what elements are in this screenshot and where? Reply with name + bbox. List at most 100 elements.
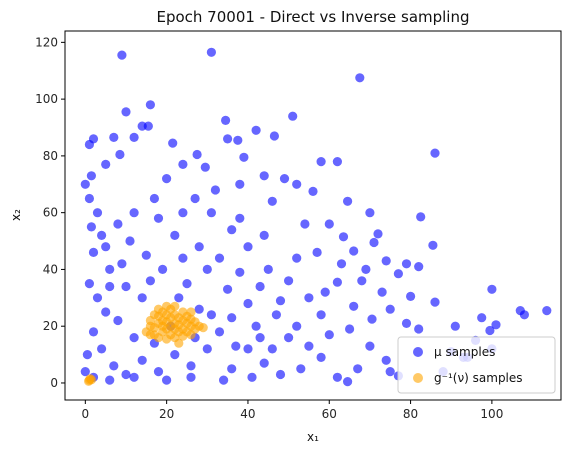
data-point — [105, 281, 115, 292]
data-point — [174, 293, 184, 303]
data-point — [88, 247, 99, 257]
data-point — [292, 179, 302, 189]
data-point — [219, 375, 229, 385]
y-axis-label: x₂ — [9, 209, 23, 221]
data-point — [82, 350, 92, 360]
x-tick-label: 100 — [480, 407, 503, 421]
data-point — [186, 361, 196, 371]
data-point — [145, 330, 155, 340]
data-point — [377, 287, 387, 297]
data-point — [243, 242, 253, 252]
data-point — [109, 361, 119, 371]
chart-title: Epoch 70001 - Direct vs Inverse sampling — [156, 8, 469, 26]
data-point — [129, 132, 139, 142]
data-point — [304, 341, 314, 351]
y-tick-label: 100 — [35, 92, 58, 106]
data-point — [312, 247, 322, 257]
data-point — [235, 179, 245, 189]
data-point — [336, 259, 347, 269]
data-point — [491, 320, 501, 330]
data-point — [101, 242, 111, 252]
y-tick-label: 60 — [43, 206, 58, 220]
x-tick-label: 80 — [403, 407, 418, 421]
data-point — [231, 341, 241, 351]
data-point — [115, 149, 125, 160]
legend-box — [397, 336, 556, 394]
data-point — [477, 313, 487, 323]
data-point — [194, 242, 204, 252]
data-point — [338, 232, 349, 242]
data-point — [292, 253, 302, 263]
data-point — [255, 281, 265, 292]
data-point — [125, 236, 135, 246]
data-point — [158, 264, 168, 274]
data-point — [178, 253, 188, 263]
data-point — [227, 225, 237, 235]
data-point — [353, 364, 363, 374]
x-axis: 0 20 40 60 80 100 — [82, 400, 503, 421]
data-point — [235, 267, 245, 277]
data-point — [105, 375, 115, 385]
data-point — [414, 324, 424, 334]
data-point — [428, 240, 438, 250]
data-point — [343, 196, 353, 206]
data-point — [137, 355, 147, 365]
data-point — [101, 307, 111, 317]
data-point — [320, 287, 330, 297]
y-tick-label: 80 — [43, 149, 58, 163]
data-point — [243, 298, 253, 309]
data-point — [88, 327, 99, 337]
data-point — [168, 138, 178, 148]
y-axis: 0 20 40 60 80 100 120 — [35, 35, 65, 390]
data-point — [304, 293, 314, 303]
data-point — [149, 193, 159, 204]
data-point — [324, 330, 334, 340]
data-point — [385, 304, 395, 314]
data-point — [145, 100, 155, 110]
data-point — [239, 152, 249, 162]
data-point — [251, 321, 261, 331]
legend-marker-g-inverse — [413, 373, 423, 383]
data-point — [214, 253, 225, 263]
data-point — [109, 132, 119, 142]
data-point — [84, 279, 94, 289]
data-point — [202, 344, 212, 354]
data-point — [200, 162, 210, 172]
data-point — [170, 301, 180, 311]
data-point — [487, 284, 497, 294]
x-tick-label: 20 — [159, 407, 174, 421]
data-point — [450, 321, 460, 331]
legend-label-mu: μ samples — [434, 345, 495, 359]
data-point — [485, 325, 495, 336]
data-point — [284, 333, 294, 343]
data-point — [121, 369, 131, 380]
data-point — [357, 276, 367, 286]
data-point — [381, 355, 391, 365]
data-point — [153, 304, 164, 314]
y-tick-label: 40 — [43, 262, 58, 276]
data-point — [137, 293, 147, 303]
data-point — [202, 264, 212, 274]
data-point — [267, 344, 277, 354]
data-point — [84, 139, 94, 150]
data-point — [332, 372, 342, 382]
data-point — [223, 134, 233, 144]
data-point — [233, 135, 243, 145]
data-point — [117, 259, 127, 269]
data-point — [190, 193, 200, 204]
data-point — [284, 276, 294, 286]
data-point — [275, 296, 286, 306]
data-point — [263, 264, 273, 274]
data-point — [292, 321, 302, 331]
data-point — [401, 259, 412, 269]
data-point — [235, 213, 245, 223]
data-point — [227, 313, 237, 323]
data-point — [92, 293, 103, 303]
y-tick-label: 0 — [50, 376, 58, 390]
data-point — [279, 174, 290, 184]
data-point — [153, 367, 164, 377]
data-point — [369, 237, 379, 248]
data-point — [365, 208, 375, 218]
data-point — [275, 369, 286, 380]
